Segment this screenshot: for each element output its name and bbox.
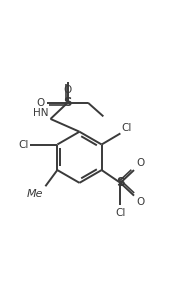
Text: O: O bbox=[63, 85, 72, 95]
Text: O: O bbox=[137, 158, 145, 168]
Text: HN: HN bbox=[33, 108, 49, 118]
Text: O: O bbox=[137, 197, 145, 207]
Text: Cl: Cl bbox=[121, 123, 132, 133]
Text: Cl: Cl bbox=[115, 208, 125, 218]
Text: S: S bbox=[63, 96, 72, 109]
Text: O: O bbox=[36, 98, 45, 108]
Text: Me: Me bbox=[27, 189, 44, 199]
Text: S: S bbox=[116, 176, 125, 189]
Text: Cl: Cl bbox=[18, 140, 28, 149]
